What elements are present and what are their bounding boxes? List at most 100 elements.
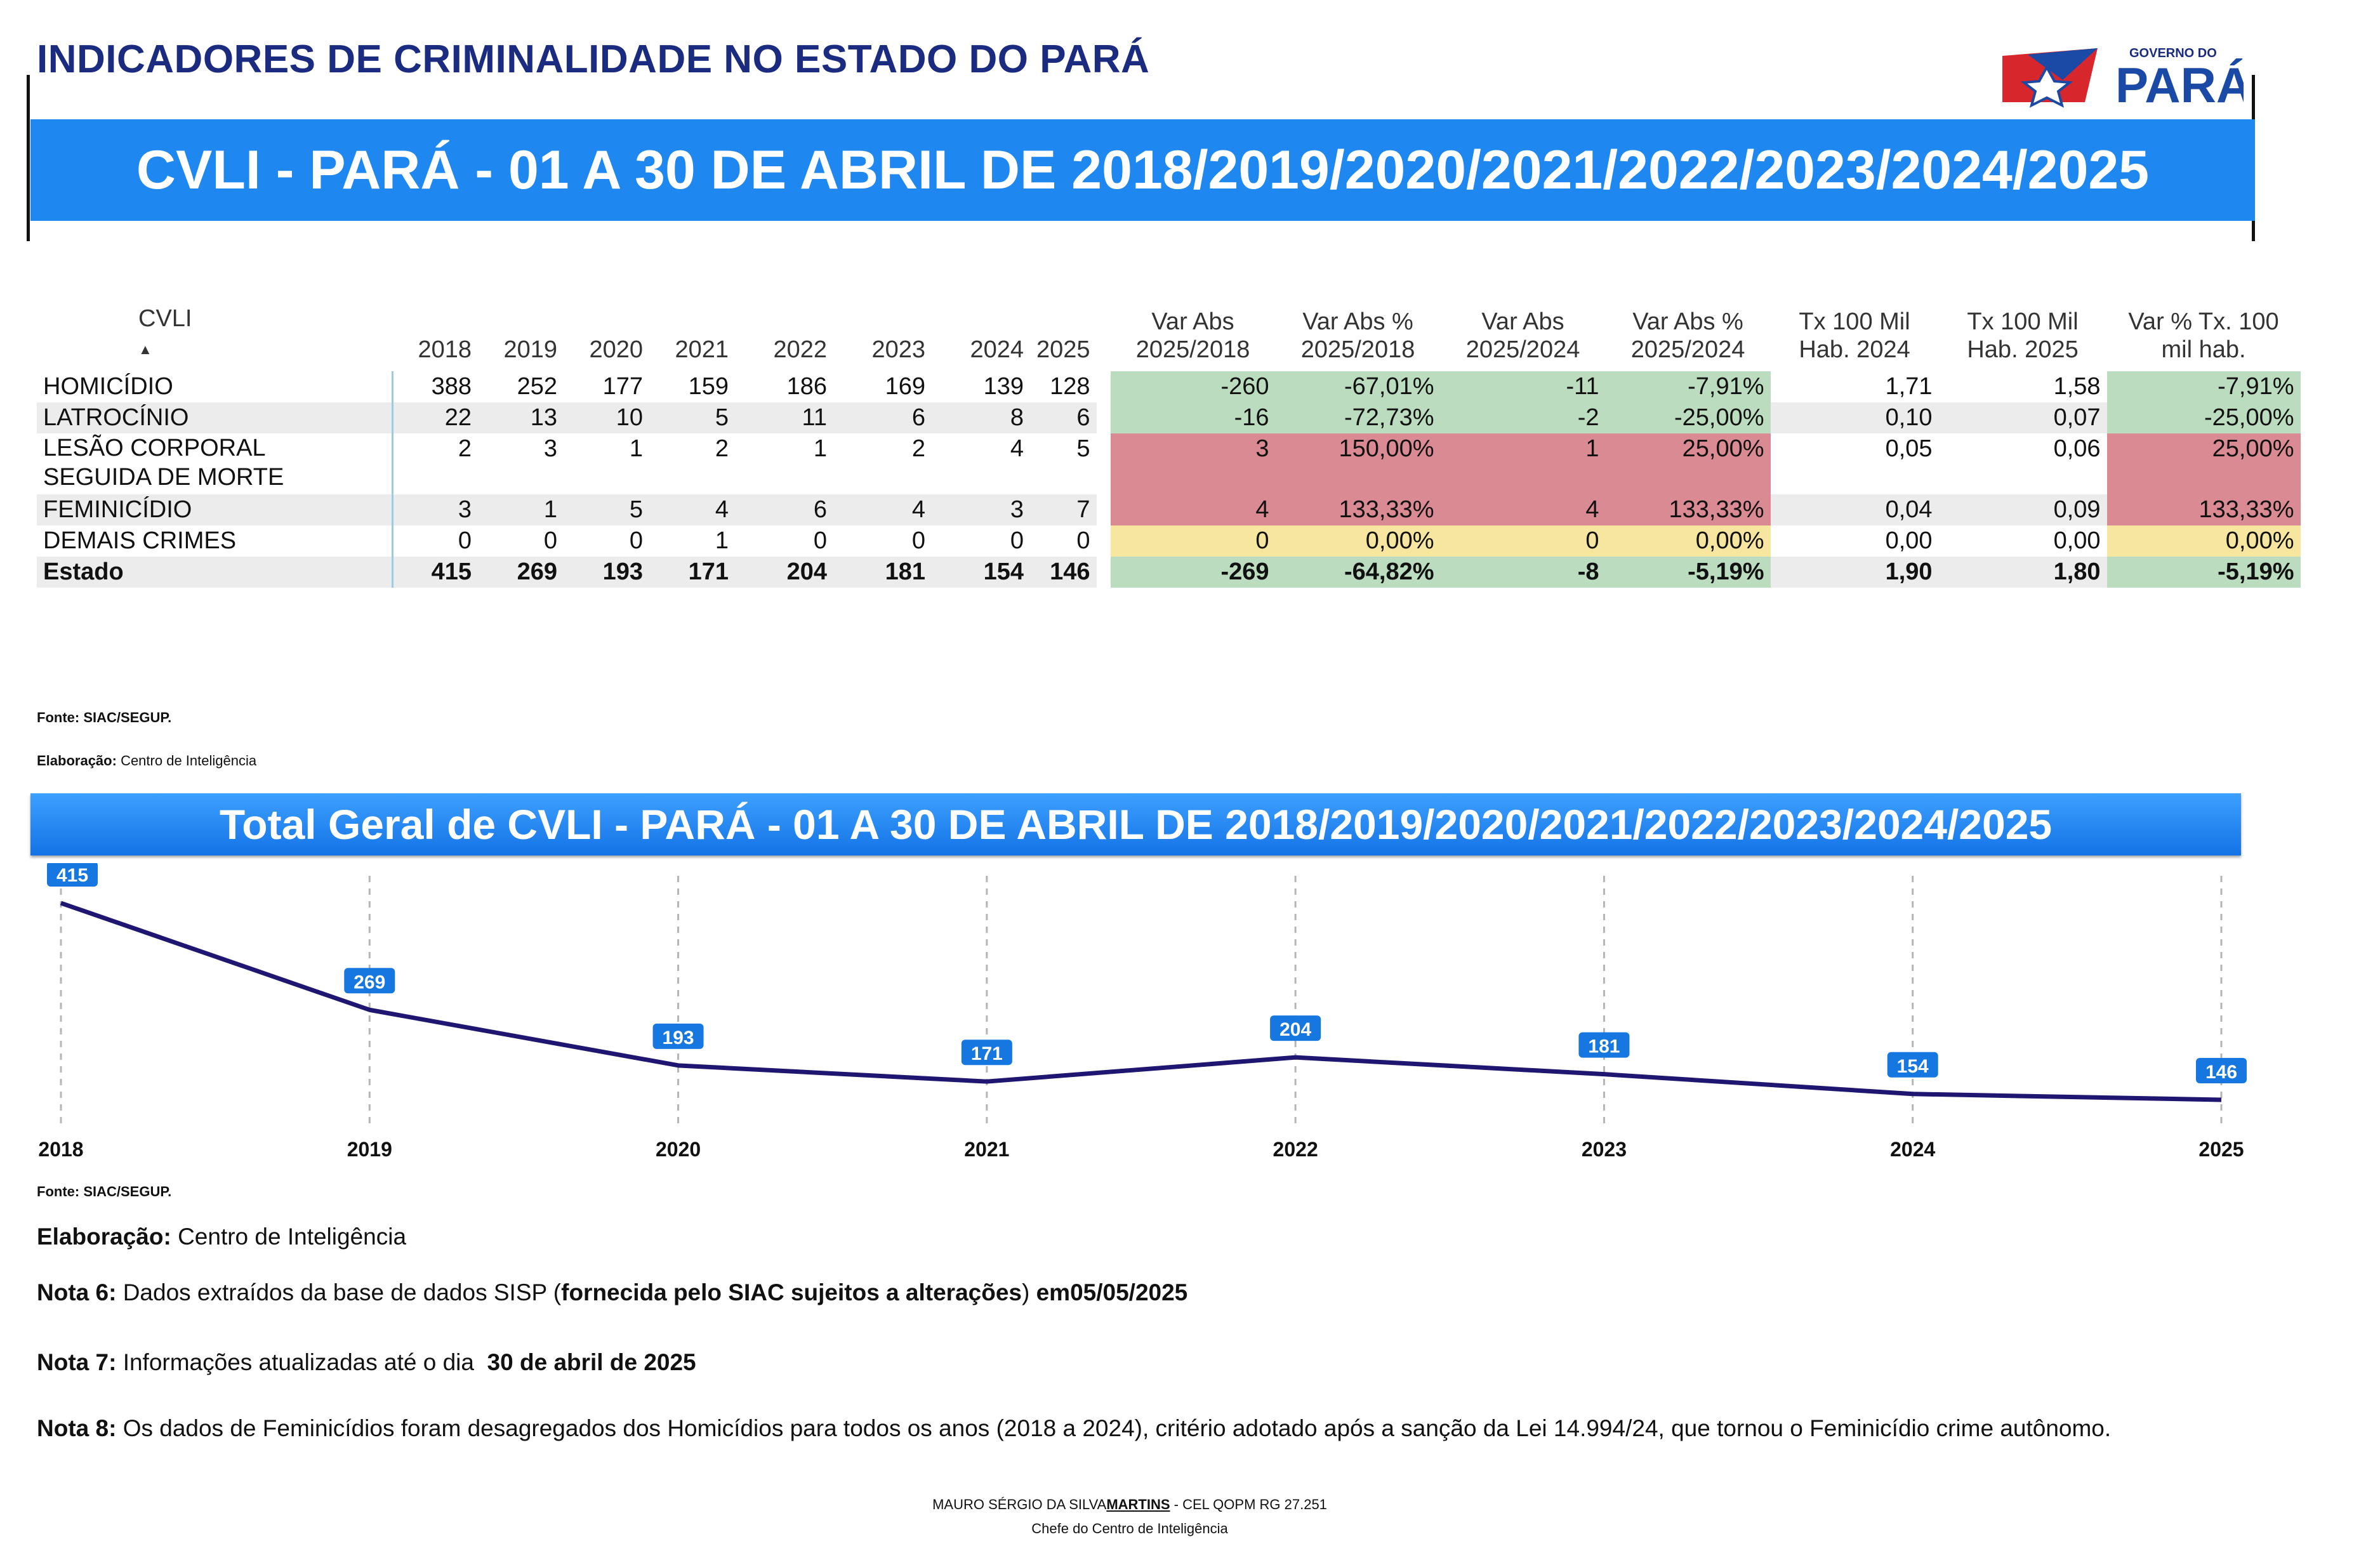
signature-role: Chefe do Centro de Inteligência (1031, 1521, 1228, 1536)
row-label: LESÃO CORPORAL SEGUIDA DE MORTE (37, 433, 393, 494)
variation-cell: -64,82% (1275, 557, 1441, 588)
variation-cell: 133,33% (2106, 494, 2301, 525)
note-6: Nota 6: Dados extraídos da base de dados… (37, 1279, 1188, 1305)
row-label: LATROCÍNIO (37, 402, 393, 433)
year-value-cell: 4 (833, 494, 932, 525)
year-value-cell: 169 (885, 373, 925, 400)
variation-cell: 0,00% (1275, 525, 1441, 557)
year-value-cell: 0 (458, 527, 472, 554)
table-header-row: CVLI ▲ 2018 2019 2020 2021 2022 2023 2024… (37, 305, 2301, 371)
year-value-cell: 0 (543, 527, 557, 554)
cvli-line-chart: 415 2018 269 2019 193 2020 171 2021 204 2022 181 20… (38, 863, 2247, 1161)
variation-cell: -7,91% (2106, 371, 2301, 402)
data-label-text: 171 (971, 1043, 1003, 1064)
col-header-tx-2024: Tx 100 Mil Hab. 2024 (1799, 308, 1910, 363)
data-label-text: 193 (663, 1027, 694, 1048)
year-value-cell: 0 (911, 527, 925, 554)
row-label: FEMINICÍDIO (37, 494, 393, 525)
year-value-cell: 1 (813, 435, 827, 462)
col-header-2025: 2025 (1036, 336, 1090, 363)
variation-cell: -2 (1440, 402, 1606, 433)
variation-cell: 0,10 (1770, 402, 1939, 433)
variation-cell: 3 (1110, 433, 1276, 494)
year-value-cell: 7 (1030, 494, 1097, 525)
year-value-cell: 171 (649, 557, 735, 588)
x-tick-label: 2020 (656, 1138, 701, 1161)
col-header-varabs-2024: Var Abs 2025/2024 (1465, 308, 1580, 363)
variation-cell: -25,00% (1605, 402, 1771, 433)
col-header-2020: 2020 (589, 336, 643, 363)
variation-cell: -8 (1440, 557, 1606, 588)
col-header-varpct-2018: Var Abs % 2025/2018 (1300, 308, 1415, 363)
data-label-text: 154 (1897, 1056, 1929, 1077)
note-7: Nota 7: Informações atualizadas até o di… (37, 1349, 696, 1375)
year-value-cell: 5 (649, 402, 735, 433)
year-value-cell: 3 (932, 494, 1030, 525)
year-value-cell: 0 (1076, 527, 1090, 554)
variation-cell: 0,00% (2106, 525, 2301, 557)
col-header-cvli: CVLI ▲ (138, 305, 192, 357)
variation-cell: 0,06 (2053, 435, 2101, 462)
data-label: 154 (1887, 1052, 1938, 1078)
variation-cell: 4 (1110, 494, 1276, 525)
data-label: 146 (2196, 1058, 2247, 1083)
variation-cell: 0,00 (1885, 527, 1933, 554)
year-value-cell: 415 (392, 557, 478, 588)
year-value-cell: 193 (564, 557, 649, 588)
year-value-cell: 139 (983, 373, 1024, 400)
table-row: FEMINICÍDIO 3 1 5 4 6 4 3 7 4 133,33% 4 133,33% 0,04 0… (37, 494, 2301, 525)
variation-cell: 0,05 (1885, 435, 1933, 462)
variation-cell: -72,73% (1275, 402, 1441, 433)
col-header-varabs-2018: Var Abs 2025/2018 (1135, 308, 1250, 363)
col-header-tx-2025: Tx 100 Mil Hab. 2025 (1967, 308, 2079, 363)
col-header-2019: 2019 (503, 336, 557, 363)
chart-source: Fonte: SIAC/SEGUP. (37, 1184, 172, 1199)
year-value-cell: 2 (911, 435, 925, 462)
variation-cell: 0 (1440, 525, 1606, 557)
variation-cell: 0,00 (2053, 527, 2101, 554)
year-value-cell: 177 (602, 373, 643, 400)
x-tick-label: 2019 (347, 1138, 392, 1161)
row-label: Estado (37, 557, 393, 588)
year-value-cell: 388 (431, 373, 472, 400)
year-value-cell: 4 (649, 494, 735, 525)
year-value-cell: 6 (735, 494, 833, 525)
variation-cell: -25,00% (2106, 402, 2301, 433)
col-header-2023: 2023 (871, 336, 925, 363)
year-value-cell: 6 (833, 402, 932, 433)
year-value-cell: 5 (1076, 435, 1090, 462)
data-label: 181 (1578, 1032, 1630, 1058)
variation-cell: 4 (1440, 494, 1606, 525)
x-tick-label: 2022 (1273, 1138, 1318, 1161)
year-value-cell: 5 (564, 494, 649, 525)
left-border-line (27, 75, 30, 241)
row-label: HOMICÍDIO (37, 371, 393, 402)
variation-cell: 133,33% (1605, 494, 1771, 525)
variation-cell: -11 (1440, 371, 1606, 402)
para-flag-icon: GOVERNO DO PARÁ (2002, 46, 2252, 113)
year-value-cell: 3 (392, 494, 478, 525)
variation-cell: 25,00% (1605, 433, 1771, 494)
data-label-text: 269 (354, 972, 385, 993)
variation-cell: 0,00% (1605, 525, 1771, 557)
x-tick-label: 2024 (1890, 1138, 1935, 1161)
variation-cell: 0,09 (1938, 494, 2107, 525)
table-elaboration: Elaboração: Centro de Inteligência (37, 753, 257, 769)
data-label-text: 146 (2205, 1062, 2237, 1083)
note-8: Nota 8: Os dados de Feminicídios foram d… (37, 1415, 2112, 1441)
series-line (60, 901, 2222, 1102)
year-value-cell: 2 (715, 435, 729, 462)
year-value-cell: 4 (1010, 435, 1024, 462)
col-header-varpct-2024: Var Abs % 2025/2024 (1630, 308, 1745, 363)
data-label: 193 (652, 1023, 704, 1049)
year-value-cell: 1 (478, 494, 564, 525)
x-tick-label: 2018 (38, 1138, 83, 1161)
year-value-cell: 128 (1050, 373, 1090, 400)
data-label: 171 (961, 1040, 1012, 1066)
col-header-2022: 2022 (773, 336, 827, 363)
year-value-cell: 22 (392, 402, 478, 433)
year-value-cell: 8 (932, 402, 1030, 433)
year-value-cell: 0 (813, 527, 827, 554)
cvli-banner: CVLI - PARÁ - 01 A 30 DE ABRIL DE 2018/2… (30, 119, 2255, 221)
year-value-cell: 204 (735, 557, 833, 588)
